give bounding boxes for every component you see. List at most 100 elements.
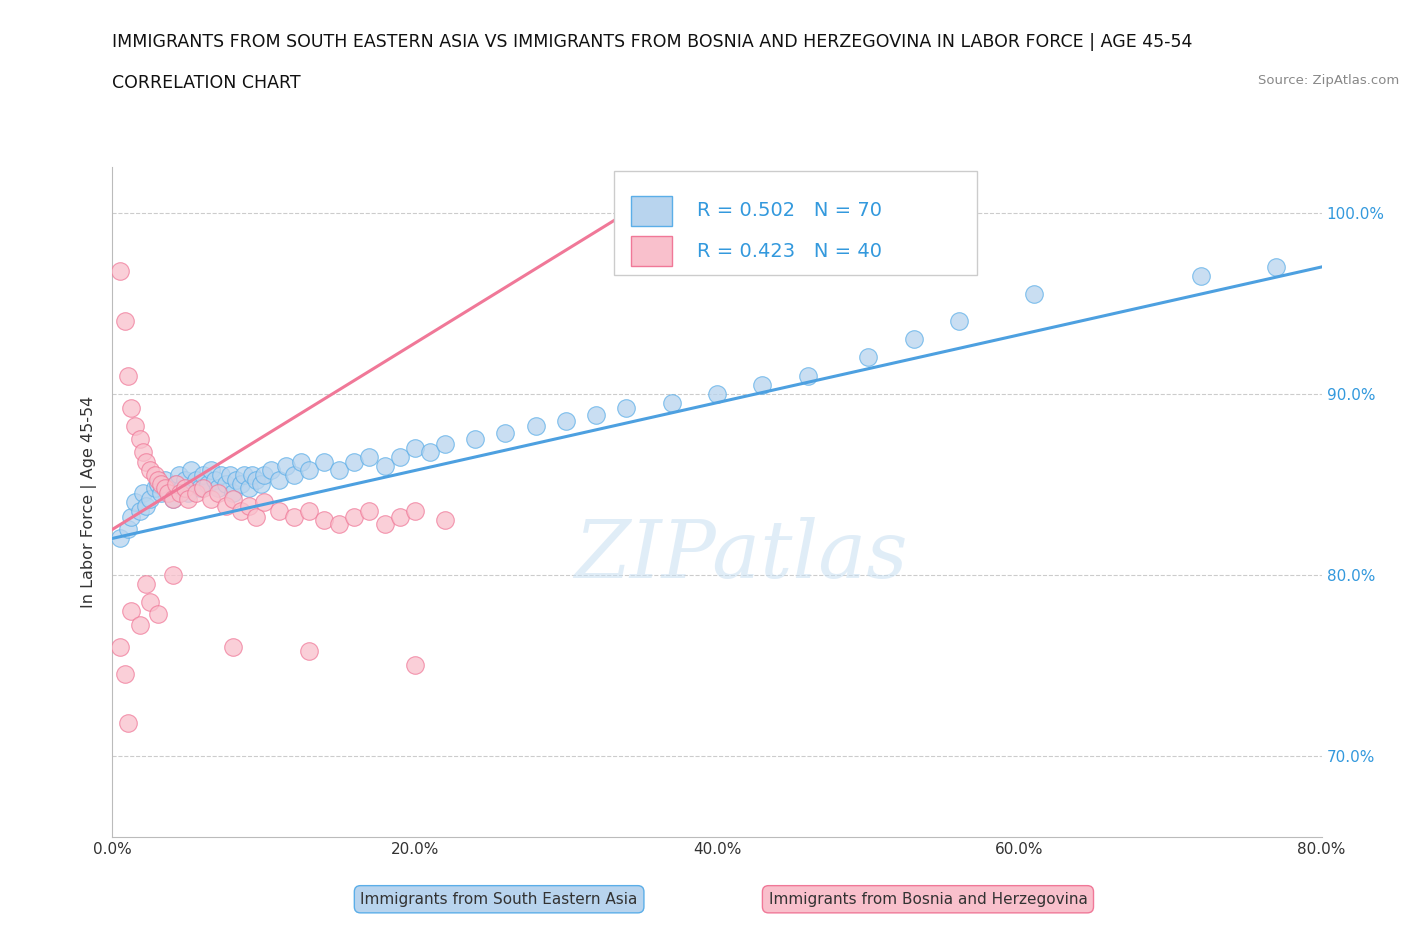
- Point: [856, 350, 880, 365]
- Point: [204, 473, 226, 488]
- Point: [162, 567, 184, 582]
- Text: ZIPatlas: ZIPatlas: [575, 517, 908, 594]
- Point: [197, 477, 219, 492]
- Point: [404, 658, 426, 672]
- Point: [359, 449, 381, 464]
- Point: [222, 491, 245, 506]
- Point: [108, 531, 131, 546]
- Point: [132, 485, 155, 500]
- Point: [290, 455, 312, 470]
- Point: [108, 263, 131, 278]
- Point: [143, 468, 166, 483]
- Point: [245, 473, 267, 488]
- Point: [120, 510, 142, 525]
- Point: [388, 449, 411, 464]
- Point: [328, 516, 350, 531]
- Point: [169, 485, 191, 500]
- Point: [229, 477, 252, 492]
- Point: [328, 462, 350, 477]
- Point: [267, 504, 290, 519]
- Point: [188, 480, 211, 495]
- Point: [191, 480, 214, 495]
- Point: [240, 468, 263, 483]
- Point: [298, 504, 321, 519]
- Point: [495, 426, 517, 441]
- Point: [146, 473, 169, 488]
- Point: [343, 510, 366, 525]
- Point: [155, 473, 177, 488]
- Point: [433, 512, 456, 527]
- Point: [184, 473, 207, 488]
- Point: [209, 468, 232, 483]
- Point: [174, 473, 197, 488]
- Point: [200, 462, 222, 477]
- Point: [524, 418, 547, 433]
- Point: [135, 455, 157, 470]
- Point: [124, 418, 146, 433]
- Point: [207, 480, 229, 495]
- Point: [108, 640, 131, 655]
- Point: [215, 498, 238, 513]
- Point: [124, 495, 146, 510]
- Point: [135, 498, 157, 513]
- Point: [298, 644, 321, 658]
- Point: [139, 594, 162, 609]
- FancyBboxPatch shape: [614, 171, 977, 274]
- Point: [1024, 286, 1046, 301]
- Point: [903, 332, 925, 347]
- Point: [177, 491, 200, 506]
- Point: [464, 432, 486, 446]
- Point: [433, 437, 456, 452]
- Point: [245, 510, 267, 525]
- Point: [177, 485, 200, 500]
- Point: [419, 445, 441, 459]
- Point: [128, 504, 150, 519]
- Point: [225, 473, 247, 488]
- Point: [1189, 269, 1212, 284]
- Y-axis label: In Labor Force | Age 45-54: In Labor Force | Age 45-54: [80, 396, 97, 608]
- Point: [314, 455, 336, 470]
- Point: [117, 522, 139, 537]
- Point: [155, 480, 177, 495]
- Point: [238, 498, 260, 513]
- Text: Source: ZipAtlas.com: Source: ZipAtlas.com: [1258, 74, 1399, 87]
- Point: [661, 395, 683, 410]
- Point: [359, 504, 381, 519]
- Point: [149, 485, 172, 500]
- Point: [162, 491, 184, 506]
- Point: [174, 480, 197, 495]
- Point: [139, 491, 162, 506]
- Point: [139, 462, 162, 477]
- Point: [222, 640, 245, 655]
- Point: [117, 715, 139, 730]
- Point: [157, 480, 180, 495]
- Point: [374, 516, 396, 531]
- Point: [796, 368, 818, 383]
- Point: [343, 455, 366, 470]
- Point: [162, 491, 184, 506]
- Bar: [631, 236, 672, 266]
- Point: [267, 473, 290, 488]
- Point: [200, 491, 222, 506]
- Point: [222, 485, 245, 500]
- Point: [388, 510, 411, 525]
- Point: [283, 468, 305, 483]
- Text: CORRELATION CHART: CORRELATION CHART: [112, 74, 301, 92]
- Point: [585, 408, 607, 423]
- Point: [165, 477, 187, 492]
- Point: [298, 462, 321, 477]
- Point: [616, 401, 638, 416]
- Text: Immigrants from South Eastern Asia: Immigrants from South Eastern Asia: [360, 892, 638, 907]
- Point: [128, 618, 150, 632]
- Point: [219, 468, 242, 483]
- Point: [276, 458, 298, 473]
- Bar: [631, 196, 672, 226]
- Point: [120, 604, 142, 618]
- Point: [191, 468, 214, 483]
- Text: Immigrants from Bosnia and Herzegovina: Immigrants from Bosnia and Herzegovina: [769, 892, 1087, 907]
- Point: [167, 468, 190, 483]
- Point: [114, 313, 136, 328]
- Point: [149, 477, 172, 492]
- Text: R = 0.502   N = 70: R = 0.502 N = 70: [696, 202, 882, 220]
- Point: [233, 468, 256, 483]
